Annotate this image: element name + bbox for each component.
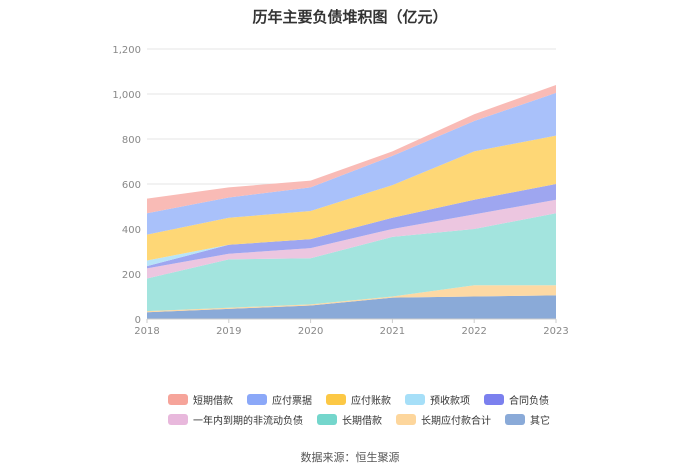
legend-swatch — [405, 393, 425, 405]
y-tick-label: 1,000 — [112, 90, 141, 101]
chart-title: 历年主要负债堆积图（亿元） — [252, 8, 448, 26]
legend-row: 一年内到期的非流动负债 长期借款 长期应付款合计 其它 — [168, 409, 568, 429]
legend-label: 一年内到期的非流动负债 — [193, 415, 303, 427]
legend-swatch — [396, 413, 416, 425]
legend-item[interactable]: 应付票据 — [247, 392, 312, 407]
legend-label: 短期借款 — [193, 395, 233, 407]
y-tick-label: 200 — [122, 270, 141, 281]
area-series — [147, 295, 556, 319]
legend-label: 长期应付款合计 — [421, 415, 491, 427]
area-series — [147, 285, 556, 313]
area-series — [147, 199, 556, 279]
legend-row: 短期借款 应付票据 应付账款 预收款项 合同负债 — [168, 389, 568, 409]
legend-item[interactable]: 长期应付款合计 — [396, 412, 491, 427]
source-note: 数据来源：恒生聚源 — [300, 451, 400, 464]
area-series — [147, 184, 556, 269]
y-tick-label: 800 — [122, 135, 141, 146]
x-tick-label: 2020 — [298, 326, 323, 337]
legend-swatch — [247, 393, 267, 405]
legend-swatch — [505, 413, 525, 425]
legend-swatch — [326, 393, 346, 405]
legend-swatch — [168, 393, 188, 405]
legend: 短期借款 应付票据 应付账款 预收款项 合同负债 一年内到期的非流动负债 长期借款 长期应付… — [168, 389, 568, 429]
legend-item[interactable]: 一年内到期的非流动负债 — [168, 412, 303, 427]
x-tick-label: 2019 — [216, 326, 241, 337]
y-tick-label: 0 — [135, 315, 141, 326]
legend-item[interactable]: 其它 — [505, 412, 550, 427]
legend-label: 合同负债 — [509, 395, 549, 407]
y-tick-label: 400 — [122, 225, 141, 236]
x-tick-label: 2018 — [134, 326, 159, 337]
legend-label: 其它 — [530, 415, 550, 427]
legend-label: 应付账款 — [351, 395, 391, 407]
area-series — [147, 92, 556, 235]
legend-item[interactable]: 应付账款 — [326, 392, 391, 407]
legend-item[interactable]: 短期借款 — [168, 392, 233, 407]
legend-swatch — [484, 393, 504, 405]
area-series — [147, 85, 556, 214]
legend-label: 应付票据 — [272, 395, 312, 407]
legend-swatch — [168, 413, 188, 425]
legend-item[interactable]: 预收款项 — [405, 392, 470, 407]
legend-label: 预收款项 — [430, 395, 470, 407]
x-tick-label: 2021 — [380, 326, 405, 337]
y-tick-label: 600 — [122, 180, 141, 191]
legend-item[interactable]: 长期借款 — [317, 412, 382, 427]
y-tick-label: 1,200 — [112, 45, 141, 56]
x-tick-label: 2023 — [543, 326, 568, 337]
legend-label: 长期借款 — [342, 415, 382, 427]
area-series — [147, 213, 556, 312]
legend-item[interactable]: 合同负债 — [484, 392, 549, 407]
x-tick-label: 2022 — [461, 326, 486, 337]
legend-swatch — [317, 413, 337, 425]
